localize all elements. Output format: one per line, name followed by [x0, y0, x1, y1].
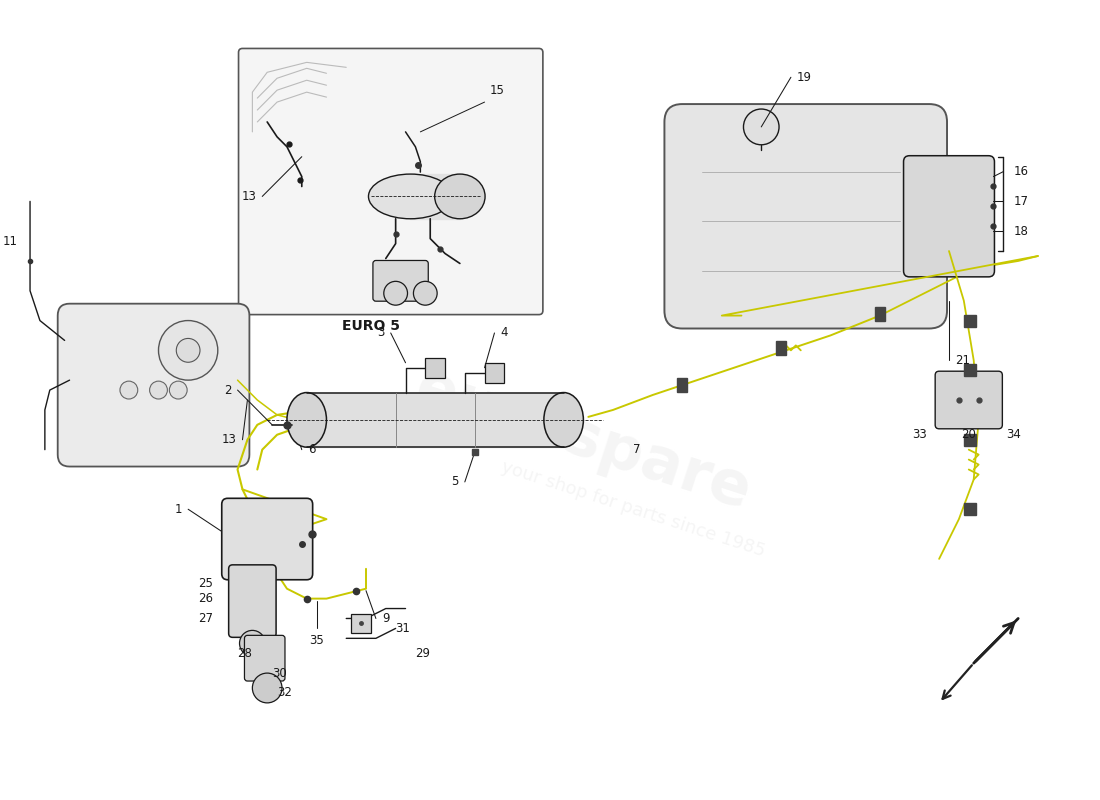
Ellipse shape [434, 174, 485, 218]
FancyBboxPatch shape [229, 565, 276, 638]
Text: 31: 31 [396, 622, 410, 635]
Circle shape [252, 673, 282, 703]
Circle shape [176, 338, 200, 362]
Text: your shop for parts since 1985: your shop for parts since 1985 [498, 458, 767, 561]
FancyBboxPatch shape [57, 304, 250, 466]
FancyBboxPatch shape [373, 261, 428, 301]
Circle shape [414, 282, 437, 305]
Circle shape [384, 282, 407, 305]
Bar [964, 314, 976, 326]
Text: 13: 13 [241, 190, 256, 203]
Text: 9: 9 [382, 612, 389, 625]
Text: 19: 19 [796, 70, 812, 84]
Bar [678, 378, 688, 392]
Text: 28: 28 [238, 646, 252, 660]
Bar [485, 362, 504, 382]
Text: 21: 21 [955, 354, 970, 366]
Text: 17: 17 [1013, 195, 1028, 208]
Bar [874, 306, 884, 321]
Text: 30: 30 [272, 666, 287, 679]
FancyBboxPatch shape [664, 104, 947, 329]
Text: 34: 34 [1005, 428, 1021, 442]
Text: 32: 32 [277, 686, 292, 699]
Ellipse shape [287, 393, 327, 447]
Bar [777, 342, 786, 355]
Text: 27: 27 [198, 612, 212, 625]
Circle shape [120, 381, 138, 399]
Text: eurospare: eurospare [408, 358, 759, 522]
Bar [964, 434, 976, 446]
Bar [410, 174, 460, 218]
Text: 25: 25 [198, 578, 212, 590]
FancyBboxPatch shape [239, 49, 543, 314]
Ellipse shape [543, 393, 583, 447]
FancyBboxPatch shape [903, 156, 994, 277]
Bar [964, 364, 976, 376]
Text: 6: 6 [308, 443, 316, 456]
Circle shape [169, 381, 187, 399]
Text: 35: 35 [309, 634, 324, 647]
Bar [964, 503, 976, 515]
Bar [307, 393, 563, 447]
Text: 29: 29 [416, 646, 430, 660]
Text: 2: 2 [224, 383, 232, 397]
Bar [351, 614, 371, 634]
FancyBboxPatch shape [935, 371, 1002, 429]
Circle shape [158, 321, 218, 380]
Text: EURO 5: EURO 5 [342, 318, 400, 333]
FancyBboxPatch shape [222, 498, 312, 580]
Text: 11: 11 [3, 234, 18, 248]
Text: 3: 3 [377, 326, 385, 339]
Text: 18: 18 [1013, 225, 1028, 238]
Text: 7: 7 [632, 443, 640, 456]
Text: 20: 20 [961, 428, 976, 442]
Circle shape [744, 109, 779, 145]
Text: 26: 26 [198, 592, 212, 605]
Circle shape [240, 630, 265, 656]
Bar [426, 358, 446, 378]
Text: 33: 33 [912, 428, 926, 442]
Ellipse shape [368, 174, 452, 218]
Text: 1: 1 [175, 502, 183, 516]
FancyBboxPatch shape [244, 635, 285, 681]
Text: 15: 15 [490, 84, 505, 97]
Text: 13: 13 [222, 434, 236, 446]
Circle shape [150, 381, 167, 399]
Text: 5: 5 [451, 475, 459, 489]
Text: 16: 16 [1013, 165, 1028, 178]
Text: 4: 4 [500, 326, 508, 339]
